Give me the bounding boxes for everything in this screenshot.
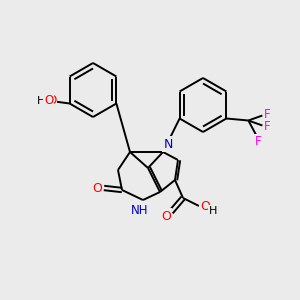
Text: F: F: [264, 108, 271, 121]
Text: H: H: [44, 95, 52, 106]
Text: F: F: [255, 135, 262, 148]
Text: NH: NH: [131, 203, 149, 217]
Text: F: F: [264, 120, 271, 133]
Text: O: O: [47, 94, 56, 107]
Text: N: N: [163, 137, 173, 151]
Text: O: O: [92, 182, 102, 194]
Text: H: H: [36, 95, 45, 106]
Text: H: H: [209, 206, 217, 216]
Text: O: O: [200, 200, 210, 212]
Text: O: O: [161, 209, 171, 223]
Text: O: O: [44, 94, 53, 107]
